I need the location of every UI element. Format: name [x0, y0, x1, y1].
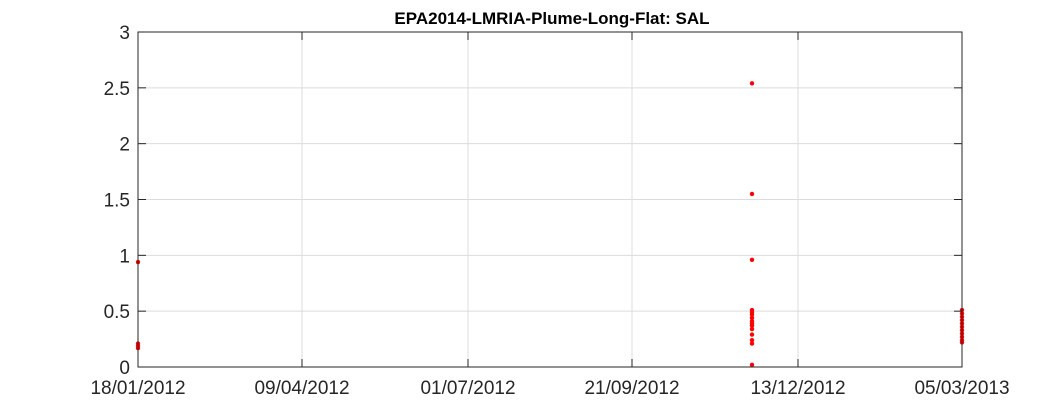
data-point [749, 323, 755, 328]
x-tick-label: 21/09/2012 [584, 378, 679, 399]
y-tick-label: 0 [119, 358, 130, 379]
data-point [749, 312, 755, 317]
y-tick-labels: 0 0.5 1 1.5 2 2.5 3 [104, 23, 130, 379]
data-point [749, 257, 755, 262]
x-tick-label: 13/12/2012 [750, 378, 845, 399]
x-tick-label: 18/01/2012 [90, 378, 185, 399]
x-tick-labels: 18/01/2012 09/04/2012 01/07/2012 21/09/2012… [90, 378, 1009, 399]
y-tick-label: 1 [119, 246, 130, 267]
y-tick-label: 1.5 [104, 191, 130, 212]
x-tick-label: 01/07/2012 [420, 378, 515, 399]
x-tick-label: 09/04/2012 [254, 378, 349, 399]
chart-title: EPA2014-LMRIA-Plume-Long-Flat: SAL [394, 9, 709, 28]
y-tick-label: 2 [119, 135, 130, 156]
axis-ticks [137, 31, 963, 368]
y-tick-label: 0.5 [104, 302, 130, 323]
data-point [749, 332, 755, 337]
x-tick-label: 05/03/2013 [914, 378, 1009, 399]
data-points [135, 81, 965, 367]
grid-lines [137, 31, 963, 368]
data-point [749, 341, 755, 346]
data-point [749, 338, 755, 343]
data-point [749, 362, 755, 367]
data-point [749, 315, 755, 321]
y-tick-label: 2.5 [104, 79, 130, 100]
data-point [749, 191, 755, 197]
y-tick-label: 3 [119, 23, 130, 44]
data-point [749, 326, 755, 332]
data-point [749, 81, 755, 86]
